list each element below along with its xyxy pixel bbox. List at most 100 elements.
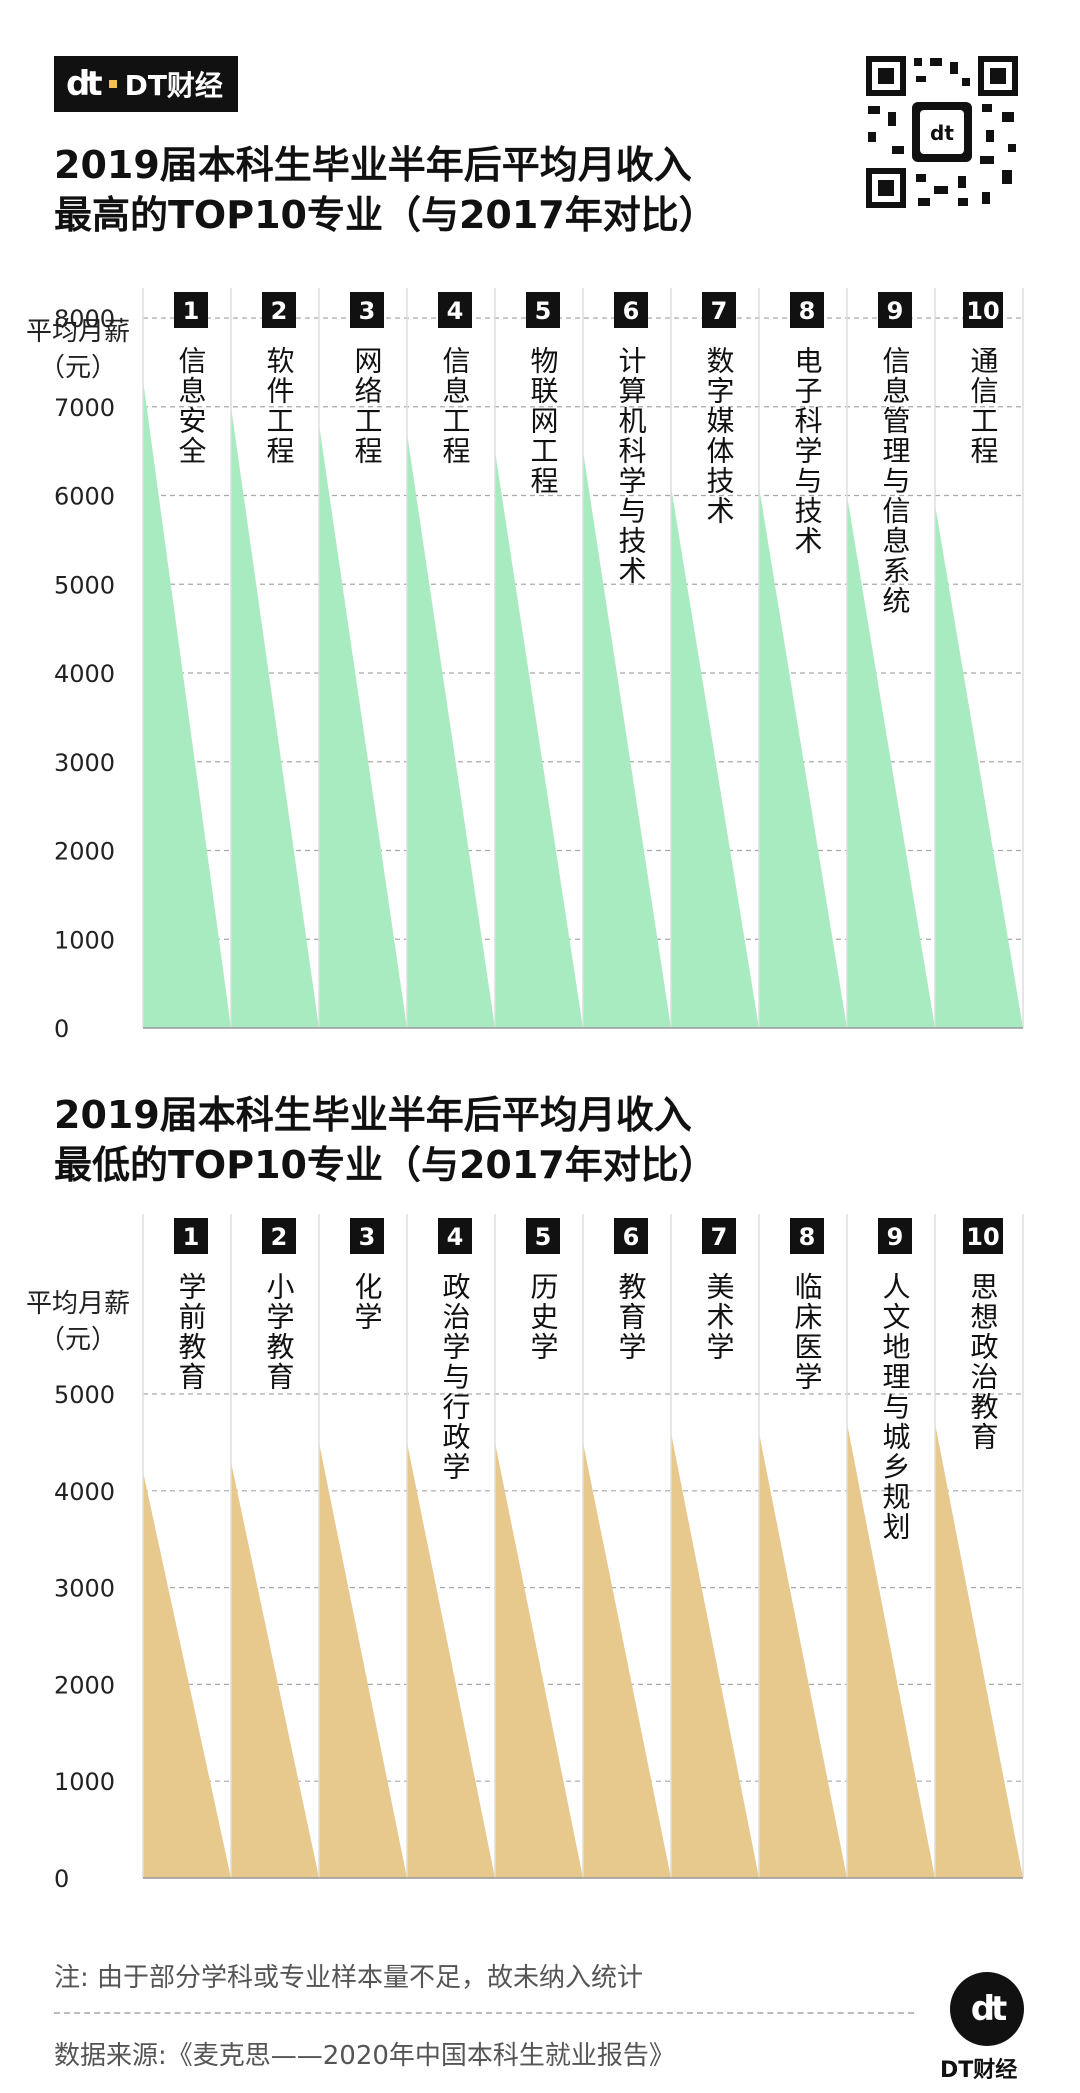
category-label: 计算机科学与技术 xyxy=(615,346,648,586)
category-label: 政治学与行政学 xyxy=(439,1272,472,1482)
area-2 xyxy=(231,406,319,1028)
footer-brand: DT财经 xyxy=(940,2058,1018,2083)
area-9 xyxy=(847,1423,935,1878)
rank-number: 2 xyxy=(271,297,288,325)
rank-badge xyxy=(878,1218,912,1254)
category-label: 历史学 xyxy=(527,1272,560,1362)
rank-number: 2 xyxy=(271,1223,288,1251)
brand-logo: dt DT财经 xyxy=(54,56,238,112)
rank-number: 6 xyxy=(623,297,640,325)
y-axis-label: 平均月薪 xyxy=(26,1289,130,1319)
y-tick-label: 6000 xyxy=(54,483,115,511)
rank-number: 3 xyxy=(359,1223,376,1251)
rank-number: 4 xyxy=(447,297,464,325)
rank-badge xyxy=(790,1218,824,1254)
rank-number: 8 xyxy=(799,297,816,325)
category-label: 信息工程 xyxy=(439,346,472,466)
rank-number: 5 xyxy=(535,1223,552,1251)
footer-divider xyxy=(54,2012,914,2014)
area-3 xyxy=(319,424,407,1028)
category-label: 教育学 xyxy=(615,1272,648,1362)
rank-number: 7 xyxy=(711,1223,728,1251)
area-8 xyxy=(759,486,847,1028)
y-axis-unit: （元） xyxy=(39,353,117,383)
area-1 xyxy=(143,380,231,1028)
qr-code: dt xyxy=(862,52,1022,212)
category-label: 思想政治教育 xyxy=(967,1272,1000,1452)
area-1 xyxy=(143,1471,231,1878)
area-8 xyxy=(759,1432,847,1878)
rank-badge xyxy=(350,292,384,328)
rank-number: 6 xyxy=(623,1223,640,1251)
y-tick-label: 2000 xyxy=(54,838,115,866)
category-label: 临床医学 xyxy=(791,1272,824,1392)
rank-number: 9 xyxy=(887,1223,904,1251)
category-label: 网络工程 xyxy=(351,346,384,466)
chart1-title-line1: 2019届本科生毕业半年后平均月收入 xyxy=(54,143,692,187)
area-6 xyxy=(583,1442,671,1878)
footer-logo: dt xyxy=(950,1972,1024,2046)
rank-badge xyxy=(702,1218,736,1254)
rank-badge xyxy=(262,292,296,328)
y-tick-label: 8000 xyxy=(54,305,115,333)
category-label: 物联网工程 xyxy=(527,346,560,496)
rank-badge xyxy=(174,292,208,328)
brand-mark: dt xyxy=(66,64,103,104)
chart1-title-line2: 最高的TOP10专业（与2017年对比） xyxy=(54,193,717,237)
rank-badge xyxy=(790,292,824,328)
y-tick-label: 5000 xyxy=(54,1381,115,1409)
chart1-title: 2019届本科生毕业半年后平均月收入 最高的TOP10专业（与2017年对比） xyxy=(54,140,717,240)
rank-badge xyxy=(350,1218,384,1254)
category-label: 软件工程 xyxy=(263,346,296,466)
rank-badge xyxy=(878,292,912,328)
area-4 xyxy=(407,1442,495,1878)
area-2 xyxy=(231,1461,319,1878)
category-label: 学前教育 xyxy=(175,1272,208,1392)
category-label: 电子科学与技术 xyxy=(791,346,824,556)
rank-number: 3 xyxy=(359,297,376,325)
area-7 xyxy=(671,486,759,1028)
rank-number: 7 xyxy=(711,297,728,325)
rank-number: 10 xyxy=(966,1223,999,1251)
rank-badge xyxy=(526,1218,560,1254)
area-9 xyxy=(847,495,935,1028)
footnote: 注: 由于部分学科或专业样本量不足，故未纳入统计 xyxy=(54,1963,644,1993)
bottom10-chart: 平均月薪 （元） 0 1000 2000 3000 4000 5000 1 学前教育 2 小学教育 3 化… xyxy=(26,1214,1024,1893)
rank-badge xyxy=(438,1218,472,1254)
category-label: 通信工程 xyxy=(967,346,1000,466)
category-label: 美术学 xyxy=(703,1272,736,1362)
rank-number: 9 xyxy=(887,297,904,325)
category-label: 化学 xyxy=(351,1272,384,1332)
rank-badge xyxy=(614,1218,648,1254)
top10-chart: 平均月薪 （元） 0 1000 2000 3000 4000 5000 6000 7000 8000… xyxy=(26,288,1024,1043)
brand-name: DT财经 xyxy=(124,69,223,102)
y-tick-label: 1000 xyxy=(54,1768,115,1796)
area-6 xyxy=(583,451,671,1028)
y-axis-unit: （元） xyxy=(39,1325,117,1355)
rank-badge xyxy=(614,292,648,328)
area-10 xyxy=(935,1423,1023,1878)
rank-badge xyxy=(438,292,472,328)
chart2-title-line1: 2019届本科生毕业半年后平均月收入 xyxy=(54,1093,692,1137)
svg-text:dt: dt xyxy=(930,121,954,145)
y-tick-label: 2000 xyxy=(54,1671,115,1699)
rank-badge xyxy=(963,1218,1003,1254)
area-3 xyxy=(319,1442,407,1878)
y-axis-label: 平均月薪 xyxy=(26,317,130,347)
rank-number: 10 xyxy=(966,297,999,325)
area-10 xyxy=(935,504,1023,1028)
brand-dot xyxy=(108,80,117,88)
rank-number: 4 xyxy=(447,1223,464,1251)
rank-number: 1 xyxy=(183,1223,200,1251)
category-label: 信息管理与信息系统 xyxy=(879,346,912,616)
rank-badge xyxy=(174,1218,208,1254)
y-tick-label: 4000 xyxy=(54,1478,115,1506)
rank-number: 1 xyxy=(183,297,200,325)
y-tick-label: 0 xyxy=(54,1015,69,1043)
area-4 xyxy=(407,433,495,1028)
category-label: 人文地理与城乡规划 xyxy=(879,1272,912,1542)
y-tick-label: 0 xyxy=(54,1865,69,1893)
y-tick-label: 4000 xyxy=(54,660,115,688)
rank-number: 8 xyxy=(799,1223,816,1251)
rank-badge xyxy=(526,292,560,328)
